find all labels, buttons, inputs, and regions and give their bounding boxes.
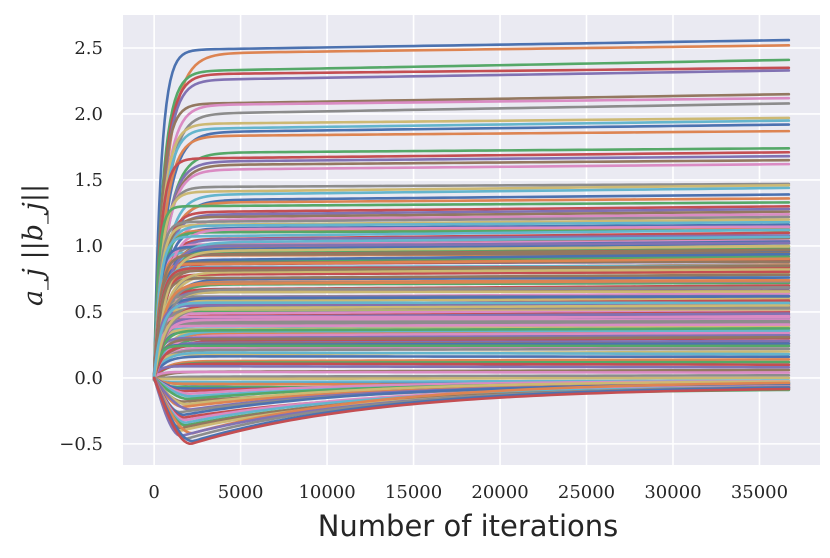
- series-line: [152, 301, 791, 380]
- series-line: [152, 370, 791, 380]
- y-tick-label: 1.0: [74, 236, 103, 257]
- series-line: [152, 264, 791, 381]
- x-tick-label: 10000: [298, 482, 355, 503]
- series-line: [152, 376, 791, 381]
- x-tick-label: 25000: [558, 482, 615, 503]
- x-tick-labels: 0 5000 10000 15000 20000 25000 30000 35000: [148, 482, 788, 503]
- y-axis-label: a_j ||b_j||: [18, 184, 49, 306]
- y-tick-labels: −0.5 0.0 0.5 1.0 1.5 2.0 2.5: [59, 38, 103, 455]
- series-line: [152, 376, 791, 406]
- series-line: [152, 248, 791, 380]
- series-line: [152, 364, 791, 380]
- series-line: [152, 376, 791, 435]
- y-tick-label: −0.5: [59, 434, 103, 455]
- x-tick-label: 35000: [731, 482, 788, 503]
- x-tick-label: 0: [148, 482, 159, 503]
- series-line: [152, 183, 791, 380]
- series-line: [152, 201, 791, 380]
- series-line: [152, 376, 791, 446]
- series-line: [152, 129, 791, 380]
- y-tick-label: 1.5: [74, 170, 103, 191]
- series-line: [152, 303, 791, 380]
- x-tick-label: 20000: [471, 482, 528, 503]
- series-line: [152, 351, 791, 380]
- series-line: [152, 355, 791, 380]
- series-line: [152, 38, 791, 380]
- series-line: [152, 228, 791, 381]
- series-line: [152, 245, 791, 380]
- x-axis-label: Number of iterations: [318, 509, 619, 543]
- y-tick-label: 0.0: [74, 368, 103, 389]
- y-tick-label: 0.5: [74, 302, 103, 323]
- series-line: [152, 116, 791, 380]
- y-tick-label: 2.0: [74, 104, 103, 125]
- series-line: [152, 344, 791, 380]
- y-tick-label: 2.5: [74, 38, 103, 59]
- series-line: [152, 215, 791, 380]
- series-line: [152, 279, 791, 380]
- x-tick-label: 30000: [644, 482, 701, 503]
- series-line: [152, 327, 791, 380]
- series-line: [152, 376, 791, 443]
- series-line: [152, 150, 791, 380]
- series-line: [152, 92, 791, 380]
- x-tick-label: 5000: [218, 482, 264, 503]
- series-lines: [152, 38, 791, 446]
- x-tick-label: 15000: [385, 482, 442, 503]
